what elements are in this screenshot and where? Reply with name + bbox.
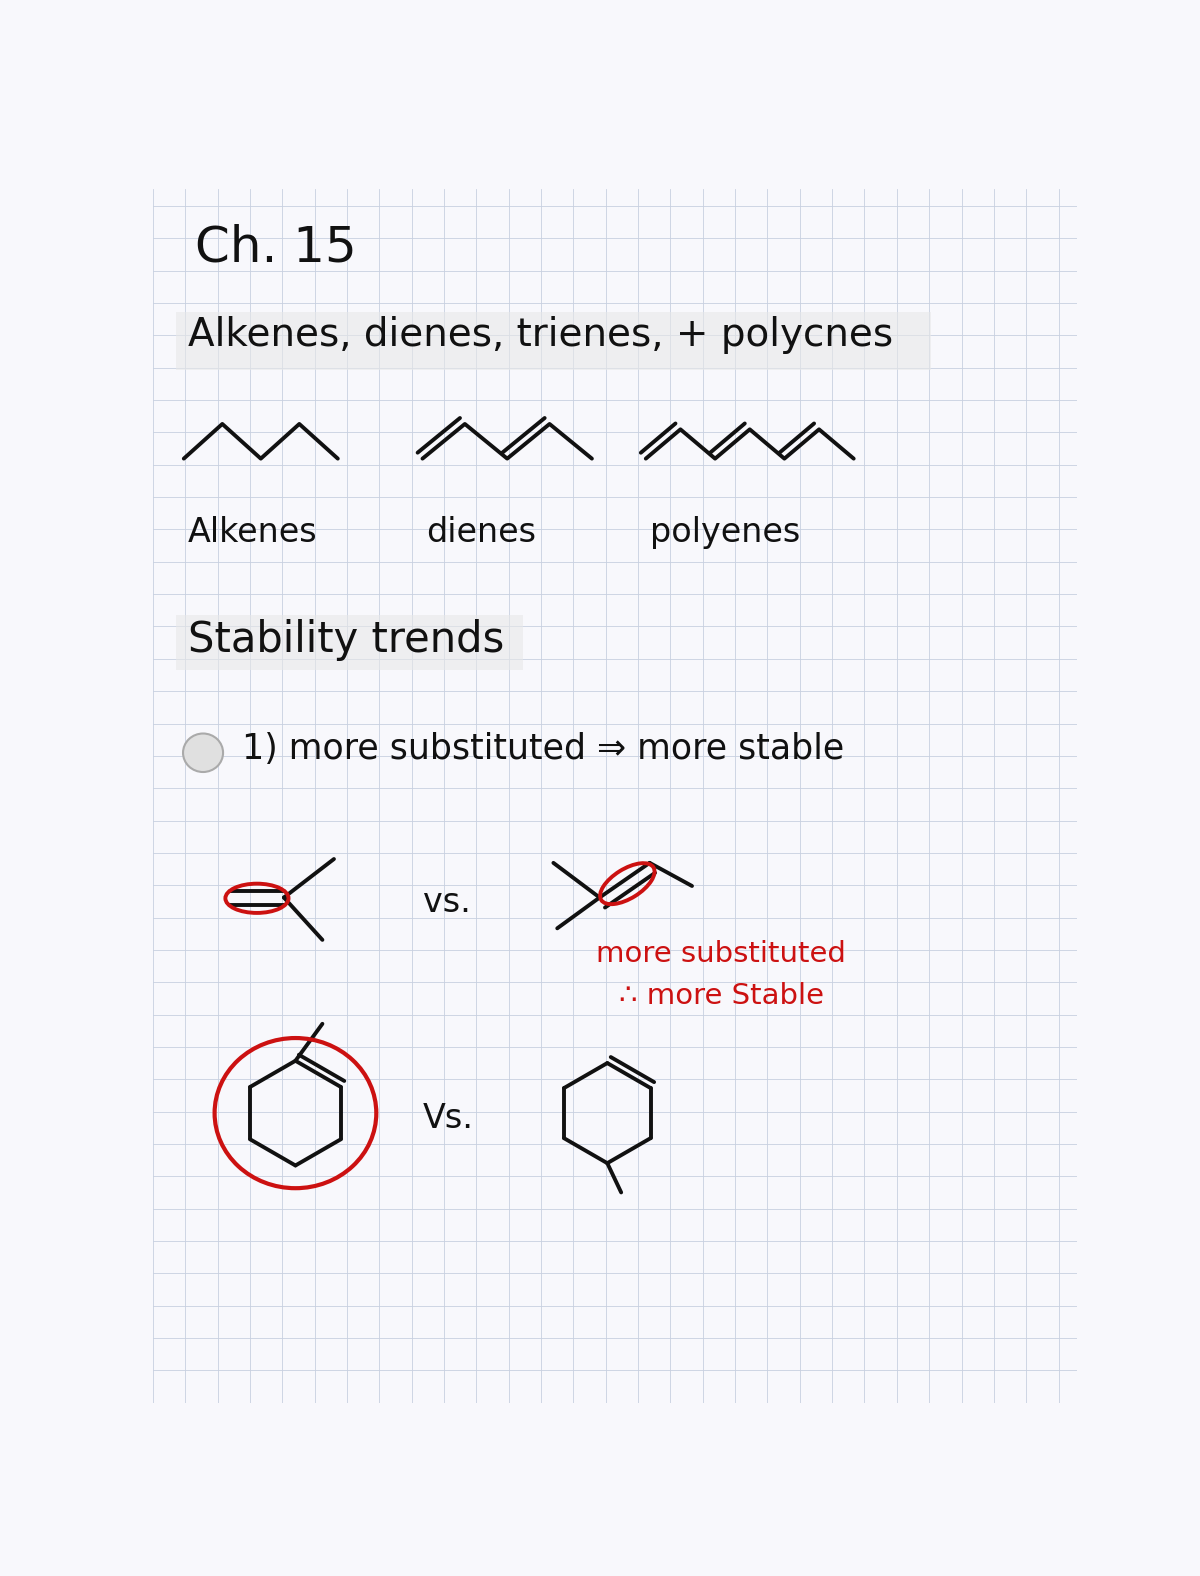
Text: ∴ more Stable: ∴ more Stable <box>619 982 824 1010</box>
Text: dienes: dienes <box>426 517 536 550</box>
FancyBboxPatch shape <box>176 615 523 670</box>
Ellipse shape <box>184 733 223 772</box>
FancyBboxPatch shape <box>176 312 931 370</box>
Text: vs.: vs. <box>422 886 470 919</box>
Text: Ch. 15: Ch. 15 <box>196 224 358 271</box>
Text: Stability trends: Stability trends <box>187 619 504 660</box>
Text: polyenes: polyenes <box>649 517 800 550</box>
Text: Alkenes, dienes, trienes, + polycnes: Alkenes, dienes, trienes, + polycnes <box>187 317 893 355</box>
Text: more substituted: more substituted <box>595 939 846 968</box>
Text: 1) more substituted ⇒ more stable: 1) more substituted ⇒ more stable <box>241 731 844 766</box>
Text: Vs.: Vs. <box>422 1102 474 1135</box>
Text: Alkenes: Alkenes <box>187 517 317 550</box>
